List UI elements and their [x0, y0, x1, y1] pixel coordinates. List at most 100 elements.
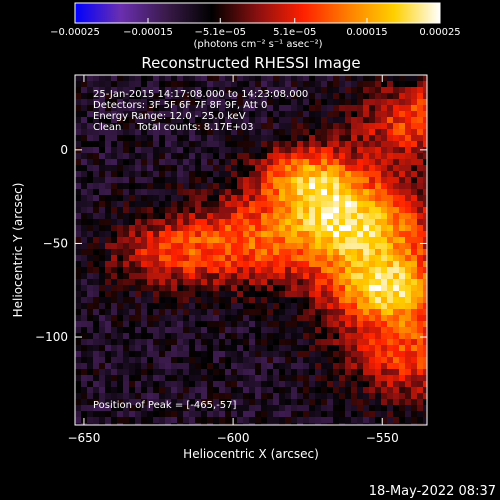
heatmap-cell — [87, 273, 94, 280]
heatmap-cell — [405, 111, 412, 118]
heatmap-cell — [357, 111, 364, 118]
heatmap-cell — [249, 207, 256, 214]
heatmap-cell — [417, 405, 424, 412]
heatmap-cell — [207, 273, 214, 280]
heatmap-cell — [153, 405, 160, 412]
heatmap-cell — [411, 111, 418, 118]
heatmap-cell — [357, 327, 364, 334]
heatmap-cell — [219, 201, 226, 208]
heatmap-cell — [297, 411, 304, 418]
heatmap-cell — [315, 129, 322, 136]
heatmap-cell — [339, 249, 346, 256]
heatmap-cell — [123, 183, 130, 190]
heatmap-cell — [345, 387, 352, 394]
heatmap-cell — [93, 237, 100, 244]
heatmap-cell — [351, 291, 358, 298]
heatmap-cell — [291, 249, 298, 256]
heatmap-cell — [255, 267, 262, 274]
heatmap-cell — [81, 225, 88, 232]
heatmap-cell — [207, 129, 214, 136]
heatmap-cell — [195, 393, 202, 400]
y-tick-label: −100 — [35, 330, 68, 344]
heatmap-cell — [363, 303, 370, 310]
heatmap-cell — [99, 165, 106, 172]
heatmap-cell — [177, 333, 184, 340]
heatmap-cell — [153, 267, 160, 274]
heatmap-cell — [111, 195, 118, 202]
heatmap-cell — [207, 303, 214, 310]
heatmap-cell — [393, 363, 400, 370]
heatmap-cell — [417, 177, 424, 184]
heatmap-cell — [369, 195, 376, 202]
heatmap-cell — [171, 333, 178, 340]
heatmap-cell — [423, 327, 427, 334]
heatmap-cell — [75, 327, 82, 334]
heatmap-cell — [411, 123, 418, 130]
heatmap-cell — [255, 339, 262, 346]
heatmap-cell — [81, 291, 88, 298]
heatmap-cell — [285, 405, 292, 412]
heatmap-cell — [417, 237, 424, 244]
heatmap-cell — [243, 363, 250, 370]
heatmap-cell — [363, 399, 370, 406]
heatmap-cell — [357, 261, 364, 268]
heatmap-cell — [417, 129, 424, 136]
heatmap-cell — [225, 273, 232, 280]
heatmap-cell — [273, 141, 280, 148]
heatmap-cell — [339, 171, 346, 178]
heatmap-cell — [171, 273, 178, 280]
peak-position-label: Position of Peak = [-465,-57] — [93, 400, 237, 411]
heatmap-cell — [243, 279, 250, 286]
heatmap-cell — [285, 153, 292, 160]
heatmap-cell — [369, 309, 376, 316]
heatmap-cell — [423, 183, 427, 190]
heatmap-cell — [327, 225, 334, 232]
heatmap-cell — [177, 321, 184, 328]
heatmap-cell — [387, 123, 394, 130]
heatmap-cell — [177, 249, 184, 256]
heatmap-cell — [117, 255, 124, 262]
heatmap-cell — [411, 393, 418, 400]
heatmap-cell — [351, 105, 358, 112]
heatmap-cell — [117, 261, 124, 268]
heatmap-cell — [117, 363, 124, 370]
heatmap-cell — [387, 291, 394, 298]
heatmap-cell — [261, 387, 268, 394]
heatmap-cell — [135, 267, 142, 274]
heatmap-cell — [411, 177, 418, 184]
heatmap-cell — [357, 81, 364, 88]
heatmap-cell — [93, 141, 100, 148]
heatmap-cell — [147, 279, 154, 286]
heatmap-cell — [321, 399, 328, 406]
heatmap-cell — [147, 369, 154, 376]
heatmap-cell — [279, 189, 286, 196]
heatmap-cell — [291, 261, 298, 268]
heatmap-cell — [309, 123, 316, 130]
heatmap-cell — [393, 195, 400, 202]
heatmap-cell — [381, 183, 388, 190]
heatmap-cell — [123, 261, 130, 268]
heatmap-cell — [189, 417, 196, 424]
heatmap-cell — [303, 135, 310, 142]
heatmap-cell — [219, 207, 226, 214]
heatmap-cell — [291, 309, 298, 316]
heatmap-cell — [285, 267, 292, 274]
heatmap-cell — [87, 285, 94, 292]
heatmap-cell — [177, 363, 184, 370]
heatmap-cell — [123, 393, 130, 400]
heatmap-cell — [273, 279, 280, 286]
heatmap-cell — [75, 153, 82, 160]
heatmap-cell — [315, 417, 322, 424]
heatmap-cell — [243, 267, 250, 274]
heatmap-cell — [369, 75, 376, 82]
heatmap-cell — [243, 111, 250, 118]
heatmap-cell — [75, 261, 82, 268]
heatmap-cell — [129, 291, 136, 298]
heatmap-cell — [99, 357, 106, 364]
heatmap-cell — [291, 201, 298, 208]
heatmap-cell — [393, 351, 400, 358]
heatmap-cell — [333, 369, 340, 376]
heatmap-cell — [327, 207, 334, 214]
heatmap-cell — [147, 393, 154, 400]
heatmap-cell — [165, 141, 172, 148]
